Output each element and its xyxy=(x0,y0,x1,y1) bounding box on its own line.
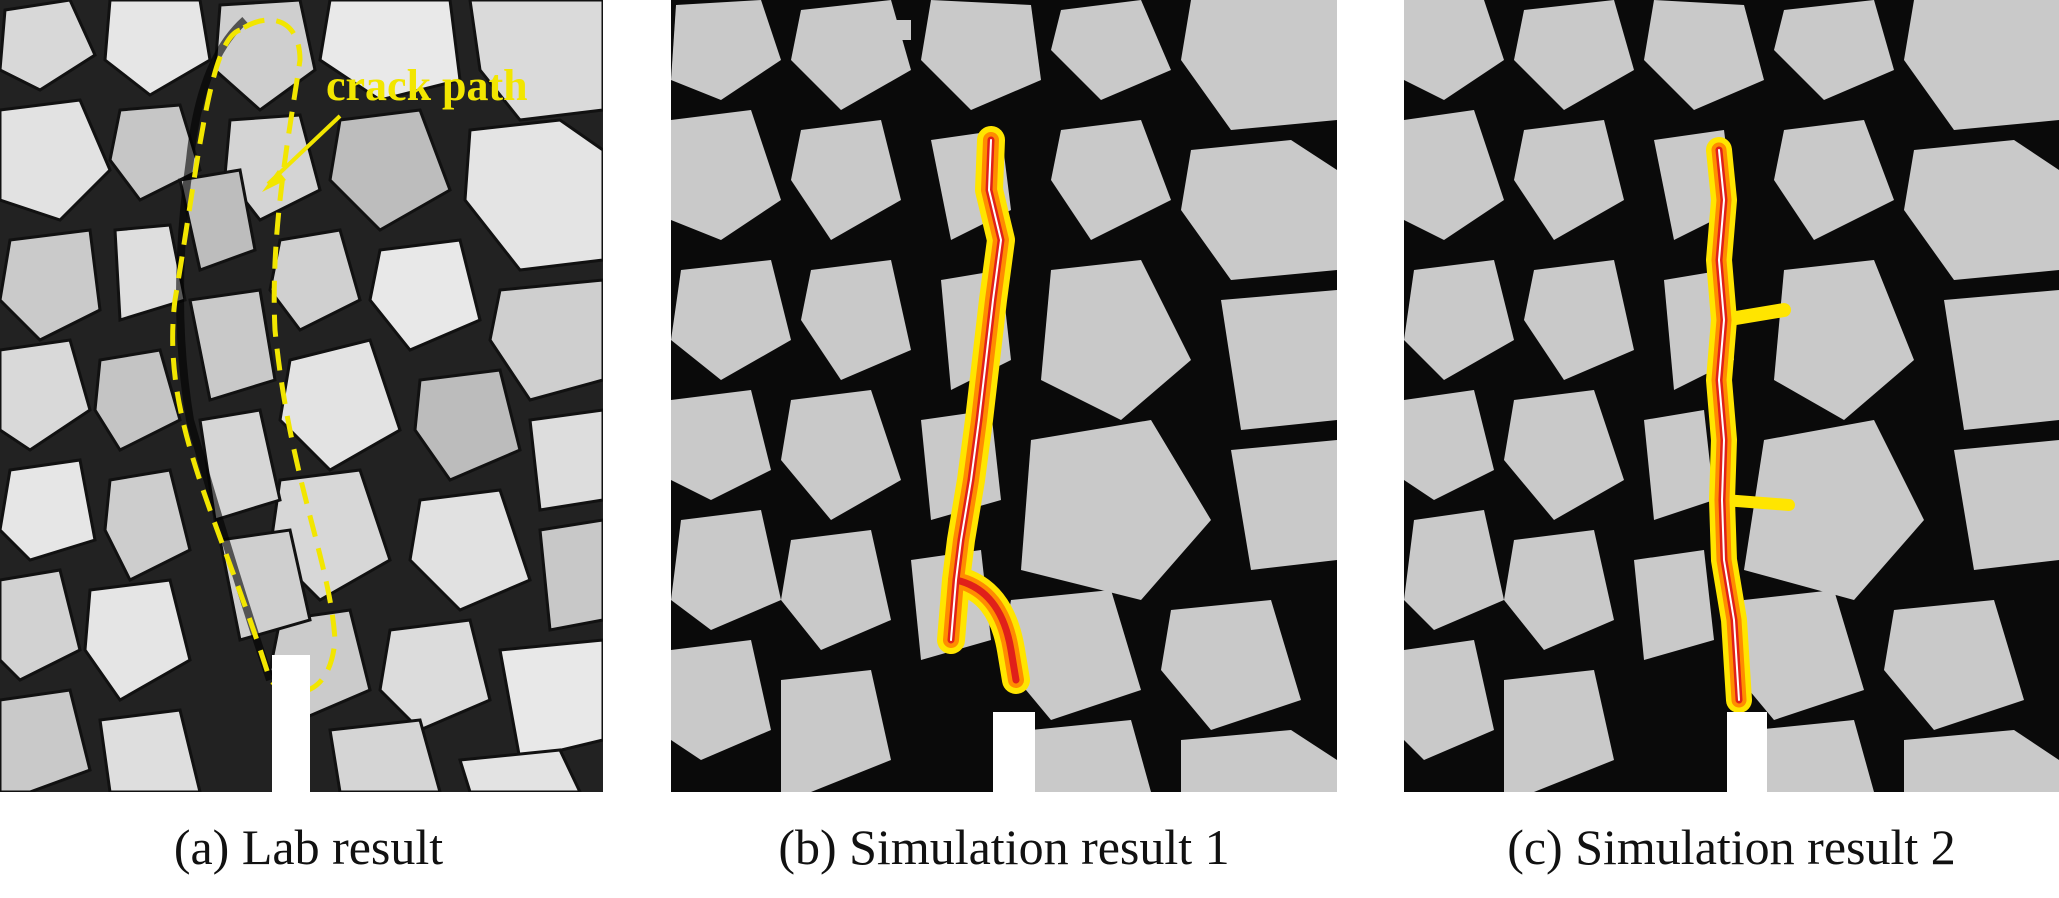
simulated-crack xyxy=(937,126,1030,694)
lab-crack xyxy=(176,17,274,682)
notch xyxy=(993,712,1035,792)
crack-path-outline xyxy=(170,17,338,695)
lab-result-image: crack path xyxy=(0,0,603,792)
aggregates xyxy=(0,0,603,792)
crack-path-arrow-head xyxy=(262,170,286,192)
aggregates xyxy=(1404,0,2059,792)
lab-result-svg: crack path xyxy=(0,0,603,792)
notch xyxy=(1727,712,1767,792)
caption-lab-result: (a) Lab result xyxy=(173,819,444,875)
caption-simulation-2: (c) Simulation result 2 xyxy=(1507,819,1956,875)
simulation-result-2-image xyxy=(1404,0,2059,792)
simulation-1-svg xyxy=(671,0,1337,792)
notch xyxy=(272,655,310,792)
crack-path-label: crack path xyxy=(326,61,528,110)
caption-simulation-1: (b) Simulation result 1 xyxy=(778,819,1230,875)
simulation-result-1-image xyxy=(671,0,1337,792)
simulation-2-svg xyxy=(1404,0,2059,792)
simulated-crack xyxy=(1706,137,1795,713)
